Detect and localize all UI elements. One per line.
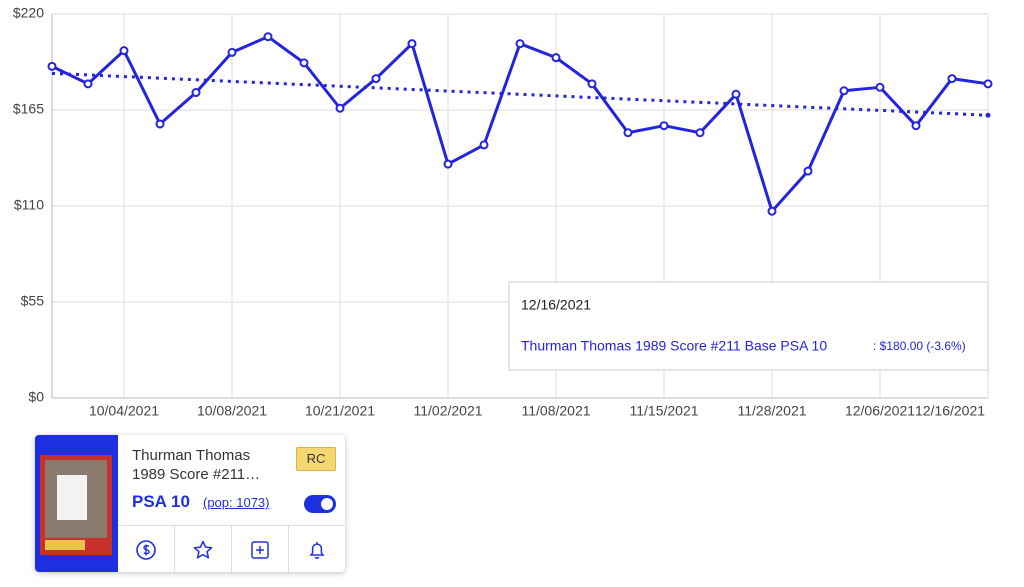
series-line bbox=[51, 35, 989, 213]
data-point bbox=[911, 121, 921, 131]
card-image bbox=[35, 435, 118, 572]
y-tick-label: $165 bbox=[13, 101, 44, 117]
data-point bbox=[371, 74, 381, 84]
x-tick-label: 11/28/2021 bbox=[737, 403, 806, 419]
y-tick-label: $220 bbox=[13, 5, 44, 21]
data-point bbox=[659, 121, 669, 131]
star-button[interactable] bbox=[174, 526, 231, 572]
toggle[interactable] bbox=[304, 495, 336, 513]
x-tick-label: 10/08/2021 bbox=[197, 403, 267, 419]
data-point bbox=[191, 88, 201, 98]
data-point bbox=[731, 89, 741, 99]
x-tick-label: 11/08/2021 bbox=[521, 403, 590, 419]
data-point bbox=[83, 79, 93, 89]
data-point bbox=[479, 140, 489, 150]
tooltip-value: : $180.00 (-3.6%) bbox=[873, 339, 966, 353]
data-point bbox=[443, 159, 453, 169]
data-point bbox=[263, 32, 273, 42]
card[interactable]: Thurman Thomas 1989 Score #211… RC PSA 1… bbox=[35, 435, 345, 572]
y-tick-label: $55 bbox=[21, 293, 45, 309]
chart: $0 $55 $110 $165 $220 10/04/2021 10/08/2021 10/… bbox=[13, 5, 993, 419]
data-point bbox=[47, 61, 57, 71]
grade: PSA 10 bbox=[132, 492, 190, 511]
x-tick-label: 12/06/2021 bbox=[845, 403, 915, 419]
rc-badge: RC bbox=[296, 447, 336, 471]
data-point bbox=[407, 39, 417, 49]
add-button[interactable] bbox=[231, 526, 288, 572]
alert-button[interactable] bbox=[288, 526, 345, 572]
data-point bbox=[983, 79, 993, 89]
data-point bbox=[227, 47, 237, 57]
tooltip-date: 12/16/2021 bbox=[521, 297, 591, 313]
data-point bbox=[623, 128, 633, 138]
trend-end bbox=[985, 112, 991, 118]
data-point bbox=[335, 103, 345, 113]
x-tick-label: 10/04/2021 bbox=[89, 403, 159, 419]
tooltip: 12/16/2021 Thurman Thomas 1989 Score #21… bbox=[508, 281, 989, 371]
data-point bbox=[875, 82, 885, 92]
data-point bbox=[767, 206, 777, 216]
data-point bbox=[587, 79, 597, 89]
x-tick-label: 11/15/2021 bbox=[629, 403, 698, 419]
data-point bbox=[803, 166, 813, 176]
card-name: Thurman Thomas bbox=[132, 447, 251, 464]
x-tick-label: 12/16/2021 bbox=[915, 403, 985, 419]
price-button[interactable] bbox=[118, 526, 174, 572]
actions bbox=[118, 525, 345, 572]
data-point bbox=[299, 58, 309, 68]
data-point bbox=[155, 119, 165, 129]
x-tick-label: 10/21/2021 bbox=[305, 403, 375, 419]
tooltip-series: Thurman Thomas 1989 Score #211 Base PSA … bbox=[521, 338, 827, 354]
tooltip-box bbox=[508, 281, 989, 371]
x-tick-label: 11/02/2021 bbox=[413, 403, 482, 419]
pop-link[interactable]: (pop: 1073) bbox=[203, 495, 270, 510]
data-point bbox=[839, 86, 849, 96]
card-art bbox=[40, 455, 112, 555]
card-set: 1989 Score #211… bbox=[132, 466, 261, 483]
y-tick-label: $110 bbox=[14, 197, 44, 213]
data-point bbox=[947, 74, 957, 84]
data-point bbox=[119, 46, 129, 56]
y-tick-label: $0 bbox=[28, 389, 44, 405]
data-point bbox=[515, 39, 525, 49]
data-point bbox=[551, 53, 561, 63]
data-point bbox=[695, 128, 705, 138]
